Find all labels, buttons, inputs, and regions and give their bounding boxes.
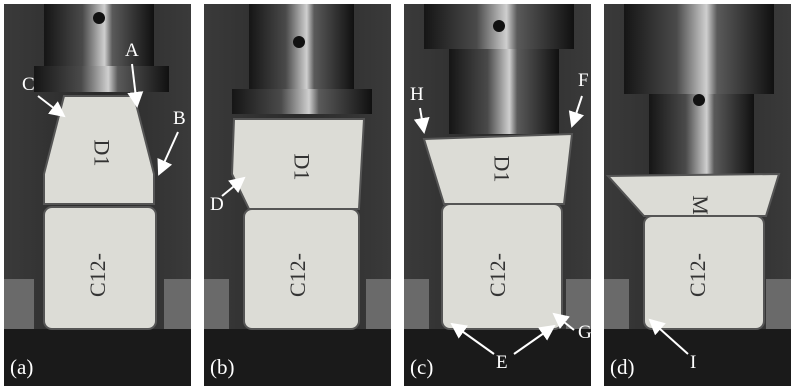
- specimen-label-bottom: C12-: [85, 253, 110, 297]
- compression-test-photo: [204, 4, 391, 386]
- panel-caption: (a): [10, 355, 34, 379]
- panel-caption: (c): [410, 355, 434, 379]
- callout-f: F: [578, 70, 589, 91]
- photo-panel-a: (a) D1 C12- A B C: [4, 4, 191, 386]
- callout-b: B: [173, 108, 186, 129]
- callout-c: C: [22, 74, 35, 95]
- panel-caption: (d): [610, 355, 635, 379]
- specimen-label-top: D1: [289, 153, 315, 181]
- callout-h: H: [410, 84, 424, 105]
- photo-panel-d: (d) M C12- I: [604, 4, 791, 386]
- specimen-label-top: D1: [89, 139, 115, 167]
- callout-g: G: [578, 322, 591, 343]
- compression-test-photo: [404, 4, 591, 386]
- callout-d: D: [210, 194, 224, 215]
- photo-panel-c: (c) D1 C12- E F G H: [404, 4, 591, 386]
- photo-panel-b: (b) D1 C12- D: [204, 4, 391, 386]
- callout-e: E: [496, 352, 508, 373]
- specimen-label-bottom: C12-: [685, 253, 710, 297]
- specimen-label-top: D1: [489, 155, 515, 183]
- compression-test-photo: [4, 4, 191, 386]
- callout-i: I: [690, 352, 697, 373]
- specimen-label-top: M: [687, 195, 713, 215]
- compression-test-photo: [604, 4, 791, 386]
- specimen-label-bottom: C12-: [485, 253, 510, 297]
- specimen-label-bottom: C12-: [285, 253, 310, 297]
- callout-a: A: [125, 40, 139, 61]
- panel-caption: (b): [210, 355, 235, 379]
